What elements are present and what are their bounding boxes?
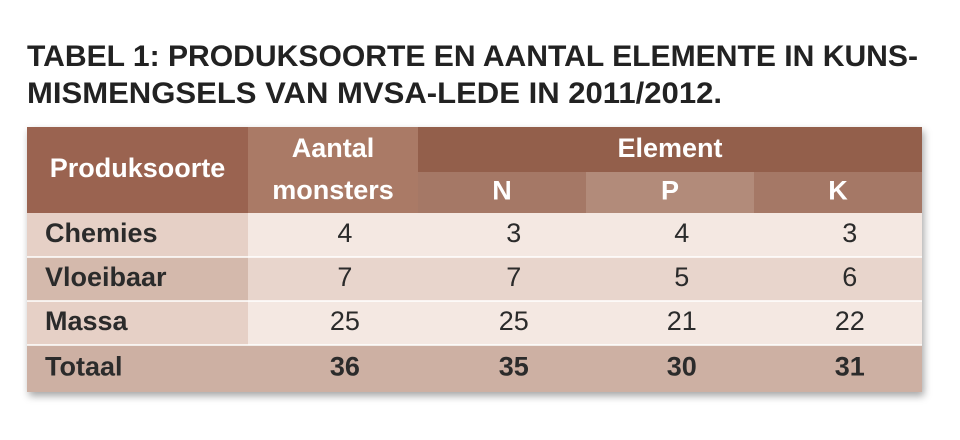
cell-value: 4 [674,218,689,248]
title-line: TABEL 1: PRODUKSOORTE EN AANTAL ELEMENTE… [27,40,918,73]
header-cell [27,127,248,213]
cell-value: 3 [506,218,521,248]
cell-value: 6 [842,262,857,292]
cell-value: 3 [842,218,857,248]
header-cell [248,127,418,213]
cell-value: 31 [835,352,865,382]
row-label: Totaal [45,352,123,382]
cell-value: 5 [674,262,689,292]
header-label: N [492,176,512,206]
header-label: Produksoorte [50,153,226,183]
cell-value: 35 [499,352,529,382]
row-label-cell [27,345,248,392]
row-cell [248,257,922,301]
cell-value: 25 [330,306,360,336]
cell-value: 22 [835,306,865,336]
row-cell [248,213,922,257]
header-cell [418,172,586,213]
cell-value: 7 [337,262,352,292]
header-label: Aantal [292,133,375,163]
row-cell [248,301,922,345]
header-label: K [828,176,848,206]
row-label-cell [27,301,248,345]
table: Produksoorte Aantal monsters Element N P K Chem… [27,127,922,392]
cell-value: 36 [330,352,360,382]
cell-value: 21 [667,306,697,336]
header-label: P [661,176,679,206]
row-cell [248,345,922,392]
cell-value: 30 [667,352,697,382]
row-label-cell [27,213,248,257]
cell-value: 25 [499,306,529,336]
row-label: Massa [45,306,129,336]
cell-value: 4 [337,218,352,248]
row-label: Vloeibaar [45,262,167,292]
header-label: Element [617,133,722,163]
header-label: monsters [272,175,394,205]
title-line: MISMENGSELS VAN MVSA-LEDE IN 2011/2012. [27,77,722,110]
cell-value: 7 [506,262,521,292]
header-cell [418,127,922,172]
header-cell [586,172,754,213]
row-label: Chemies [45,218,158,248]
header-cell [754,172,922,213]
row-label-cell [27,257,248,301]
